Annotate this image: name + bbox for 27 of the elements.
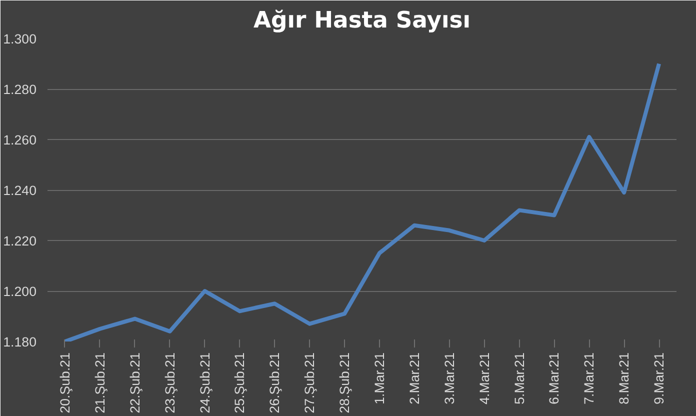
x-tick-label: 25.Şub.21 (232, 352, 248, 414)
x-tick-label: 1.Mar.21 (372, 352, 387, 404)
x-tick-label: 24.Şub.21 (197, 352, 212, 414)
y-tick-label: 1.300 (3, 32, 37, 46)
chart-title: Ağır Hasta Sayısı (253, 8, 471, 34)
x-tick-label: 5.Mar.21 (512, 352, 527, 404)
line-series (62, 62, 662, 342)
x-tick-label: 3.Mar.21 (442, 352, 457, 404)
y-tick-label: 1.280 (3, 82, 37, 97)
x-tick-label: 4.Mar.21 (476, 352, 492, 404)
x-tick-label: 20.Şub.21 (57, 352, 72, 414)
y-tick-label: 1.240 (3, 183, 37, 198)
y-tick-label: 1.260 (3, 132, 37, 148)
x-tick-label: 8.Mar.21 (616, 352, 632, 404)
x-tick-label: 6.Mar.21 (546, 352, 562, 404)
x-tick-label: 7.Mar.21 (582, 352, 597, 404)
x-tick-label: 2.Mar.21 (406, 352, 422, 404)
x-tick-label: 22.Şub.21 (127, 352, 142, 414)
x-tick-label: 21.Şub.21 (92, 352, 108, 414)
x-tick-label: 9.Mar.21 (652, 352, 667, 404)
y-tick-label: 1.180 (3, 334, 37, 350)
x-tick-label: 27.Şub.21 (302, 352, 318, 414)
x-tick-label: 26.Şub.21 (267, 352, 282, 414)
y-tick-label: 1.220 (3, 234, 37, 248)
x-tick-label: 23.Şub.21 (162, 352, 178, 414)
y-tick-label: 1.200 (3, 284, 37, 299)
x-tick-label: 28.Şub.21 (337, 352, 352, 414)
